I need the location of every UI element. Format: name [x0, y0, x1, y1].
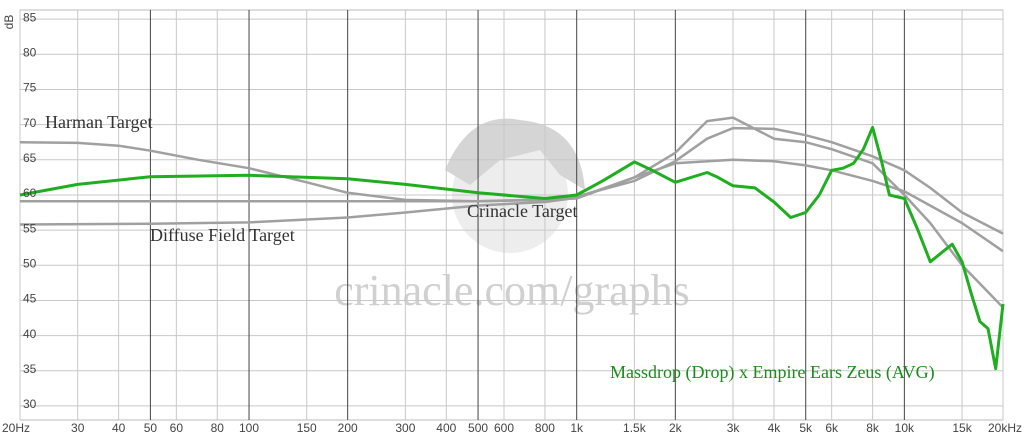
y-tick-label: 50 — [23, 256, 37, 270]
series-line — [20, 158, 1004, 253]
plot-area — [19, 9, 1004, 421]
x-tick-label: 5k — [799, 421, 813, 435]
x-tick-label: 30 — [71, 421, 85, 435]
series-label: Crinacle Target — [467, 201, 578, 221]
x-tick-label: 80 — [211, 421, 225, 435]
y-tick-label: 40 — [23, 327, 37, 341]
y-tick-label: 45 — [23, 292, 37, 306]
y-tick-label: 35 — [23, 362, 37, 376]
y-tick-label: 60 — [23, 186, 37, 200]
x-tick-label: 600 — [494, 421, 514, 435]
y-axis-label: dB — [2, 15, 16, 30]
x-tick-label: 3k — [727, 421, 741, 435]
x-tick-label: 100 — [239, 421, 259, 435]
x-tick-label: 150 — [297, 421, 317, 435]
x-tick-label: 400 — [436, 421, 456, 435]
x-tick-label: 4k — [768, 421, 782, 435]
y-tick-label: 70 — [23, 116, 37, 130]
watermark: crinacle.com/graphs — [334, 266, 690, 315]
y-tick-label: 80 — [23, 45, 37, 59]
y-tick-label: 30 — [23, 397, 37, 411]
series-label: Massdrop (Drop) x Empire Ears Zeus (AVG) — [610, 362, 935, 383]
x-tick-label: 8k — [866, 421, 880, 435]
x-tick-label: 200 — [338, 421, 358, 435]
y-tick-label: 85 — [23, 10, 37, 24]
x-tick-label: 1k — [570, 421, 584, 435]
y-tick-label: 75 — [23, 81, 37, 95]
x-tick-label: 40 — [112, 421, 126, 435]
x-tick-label: 50 — [144, 421, 158, 435]
x-tick-label: 300 — [395, 421, 415, 435]
x-tick-label: 2k — [669, 421, 683, 435]
x-tick-label: 800 — [535, 421, 555, 435]
x-tick-label: 20kHz — [988, 421, 1022, 435]
x-tick-label: 15k — [952, 421, 972, 435]
x-tick-label: 500 — [468, 421, 488, 435]
x-tick-label: 6k — [825, 421, 839, 435]
y-tick-label: 55 — [23, 221, 37, 235]
x-tick-label: 60 — [170, 421, 184, 435]
x-tick-label: 10k — [895, 421, 915, 435]
y-tick-label: 65 — [23, 151, 37, 165]
series-line — [19, 125, 1005, 371]
x-tick-label: 20Hz — [2, 421, 30, 435]
series-label: Harman Target — [45, 112, 153, 132]
x-tick-label: 1.5k — [623, 421, 647, 435]
series-label: Diffuse Field Target — [150, 225, 295, 245]
